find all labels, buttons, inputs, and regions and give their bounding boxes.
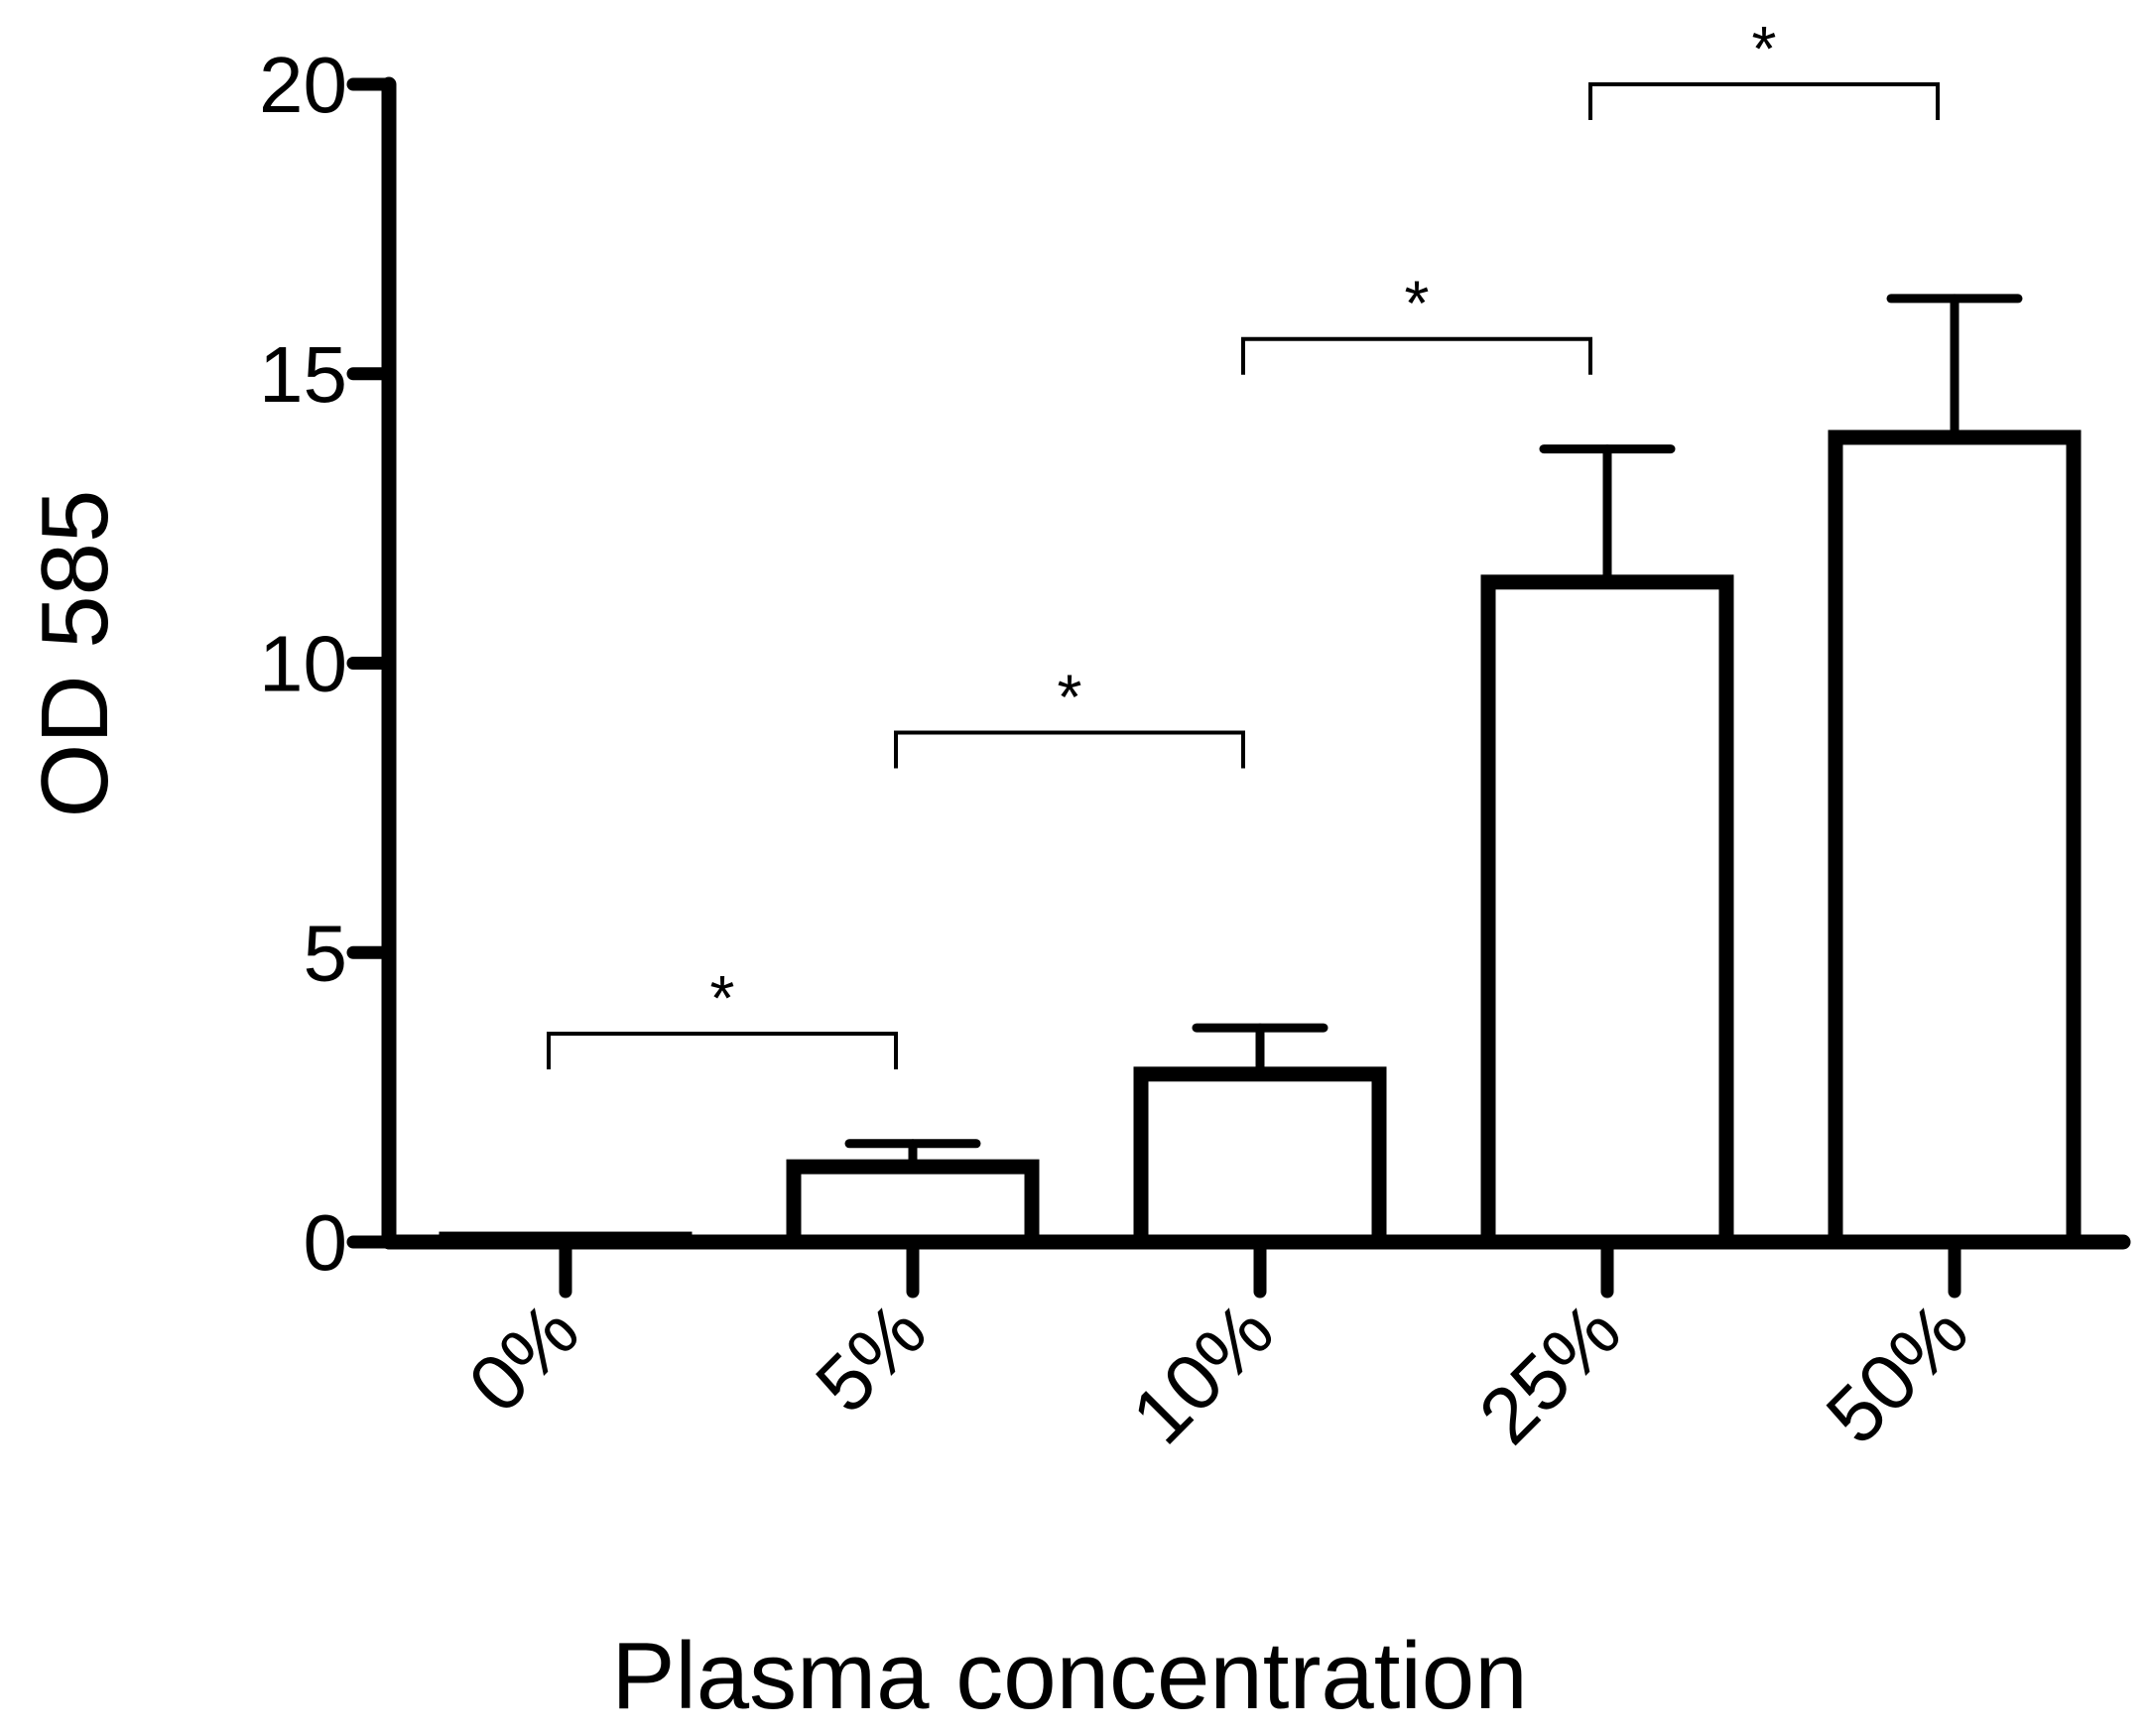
x-axis-title: Plasma concentration xyxy=(611,1623,1527,1729)
x-tick-label-10pct: 10% xyxy=(1115,1286,1290,1460)
bar-25pct xyxy=(1480,574,1734,1250)
x-tick-label-0pct: 0% xyxy=(451,1286,595,1429)
significance-star-3: * xyxy=(1752,13,1777,84)
significance-star-0: * xyxy=(710,962,735,1034)
significance-bracket-0 xyxy=(547,1031,898,1069)
bar-10pct xyxy=(1133,1066,1387,1250)
bar-5pct xyxy=(786,1159,1040,1250)
error-bars-layer xyxy=(844,294,2023,1172)
y-tick-label-5: 5 xyxy=(304,909,348,997)
x-tick-label-25pct: 25% xyxy=(1462,1286,1637,1460)
significance-star-2: * xyxy=(1405,268,1430,339)
y-tick-label-20: 20 xyxy=(259,41,347,129)
bars-layer xyxy=(439,430,2082,1250)
x-tick-label-50pct: 50% xyxy=(1810,1286,1984,1460)
significance-star-1: * xyxy=(1058,662,1082,733)
significance-bracket-3 xyxy=(1588,82,1940,120)
y-tick-label-10: 10 xyxy=(259,620,347,708)
bar-50pct xyxy=(1828,430,2082,1250)
y-axis-title: OD 585 xyxy=(22,490,128,818)
y-tick-label-15: 15 xyxy=(259,330,347,419)
significance-layer xyxy=(547,82,1940,1069)
x-tick-label-5pct: 5% xyxy=(799,1286,943,1429)
significance-bracket-2 xyxy=(1241,336,1592,375)
y-tick-label-0: 0 xyxy=(304,1198,348,1287)
axes-layer xyxy=(346,76,2131,1299)
significance-bracket-1 xyxy=(894,730,1245,769)
